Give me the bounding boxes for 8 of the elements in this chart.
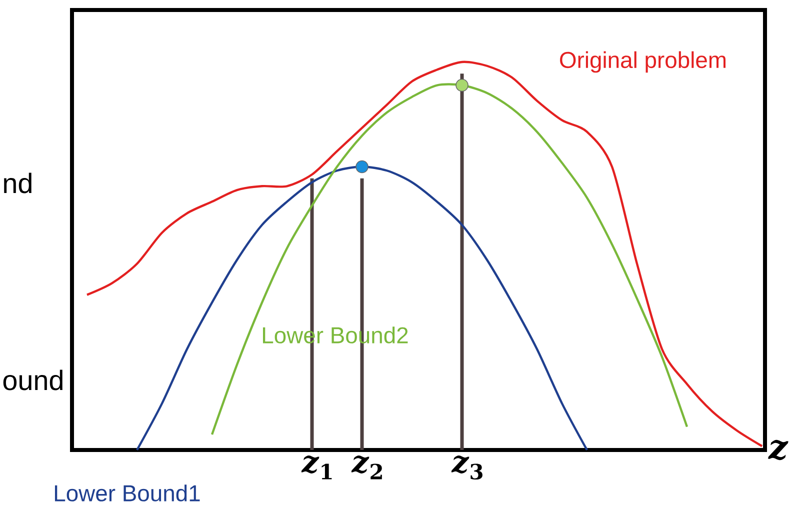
x-axis-title: z [768,440,788,460]
series-label: Lower Bound1 [54,484,200,502]
text: nd [4,172,32,194]
x-tick-label: z$_{1}$ [301,456,332,480]
text: ound [3,370,62,390]
x-tick-label: z$_{3}$ [451,456,482,480]
series-label: Original problem [560,51,726,73]
x-tick-label: z$_{2}$ [351,456,382,480]
